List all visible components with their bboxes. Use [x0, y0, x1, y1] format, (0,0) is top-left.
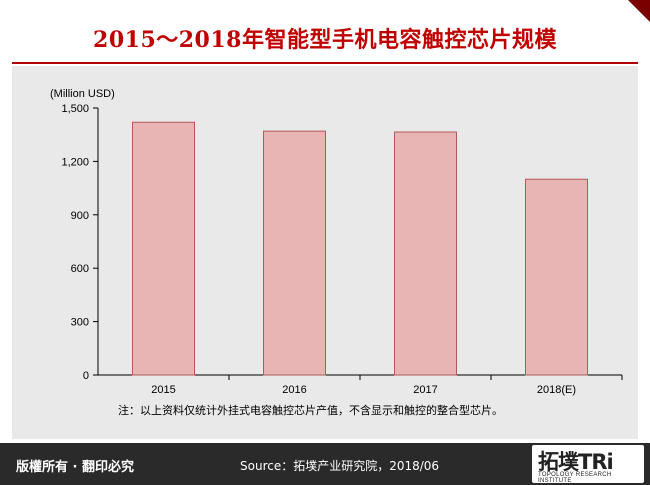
bar: [132, 121, 195, 376]
bar: [263, 130, 326, 376]
footer: 版權所有 · 翻印必究 Source：拓墣产业研究院，2018/06 拓墣TRi…: [0, 443, 650, 485]
x-tick-label: 2017: [413, 384, 437, 396]
logo-wordmark: 拓墣TRi: [538, 450, 614, 474]
y-tick-label: 0: [83, 370, 89, 382]
logo-tagline: TOPOLOGY RESEARCH INSTITUTE: [538, 472, 612, 484]
y-axis-label: (Million USD): [50, 88, 115, 100]
source-note: Source：拓墣产业研究院，2018/06: [240, 459, 440, 473]
y-tick-label: 1,500: [61, 103, 89, 115]
bar-chart: (Million USD) 0 300 600 900 1,200 1,500 2015 201…: [50, 88, 623, 396]
copyright-notice: 版權所有 · 翻印必究: [16, 460, 134, 475]
page-title: 2015～2018年智能型手机电容触控芯片规模: [93, 27, 557, 53]
x-tick-label: 2018(E): [537, 384, 576, 396]
title-divider: [12, 62, 638, 64]
footnote: 注：以上资料仅统计外挂式电容触控芯片产值，不含显示和触控的整合型芯片。: [118, 404, 503, 417]
title-bar: 2015～2018年智能型手机电容触控芯片规模: [0, 0, 650, 58]
bar: [394, 131, 457, 376]
x-tick-label: 2016: [282, 384, 306, 396]
x-tick-label: 2015: [151, 384, 175, 396]
y-tick-label: 900: [71, 210, 89, 222]
logo: 拓墣TRi TOPOLOGY RESEARCH INSTITUTE: [532, 445, 644, 484]
y-tick-label: 600: [71, 263, 89, 275]
y-tick-label: 300: [71, 317, 89, 329]
bar: [525, 178, 588, 376]
corner-decoration: [628, 0, 650, 22]
y-tick-label: 1,200: [61, 156, 89, 168]
